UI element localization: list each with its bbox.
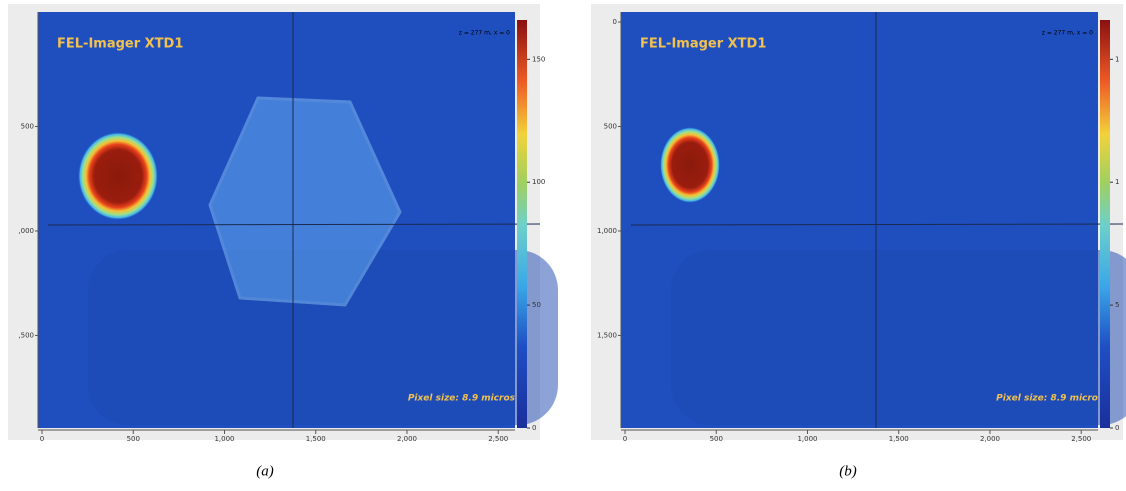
image-title: FEL-Imager XTD1 — [57, 37, 183, 52]
x-tick-label: 2,000 — [980, 435, 1000, 443]
panel-label: (b) — [839, 463, 857, 479]
position-note: z = 277 m, x = 0 — [1042, 30, 1093, 37]
x-tick-label: 2,500 — [488, 435, 508, 443]
y-tick-label: 500 — [21, 122, 34, 130]
y-tick-label: 1,000 — [597, 227, 617, 235]
x-tick-label: 0 — [623, 435, 627, 443]
position-note: z = 277 m, x = 0 — [459, 30, 510, 37]
panel-label: (a) — [256, 463, 274, 479]
colorbar-tick-label: 1 — [1115, 178, 1119, 186]
x-tick-label: 2,000 — [397, 435, 417, 443]
colorbar-tick-label: 50 — [532, 301, 541, 309]
y-tick-label: 500 — [604, 122, 617, 130]
x-tick-label: 1,000 — [797, 435, 817, 443]
x-tick-label: 500 — [127, 435, 140, 443]
colorbar-tick-label: 150 — [532, 55, 545, 63]
y-tick-label: 0 — [613, 18, 617, 26]
beam-spot — [660, 127, 720, 203]
y-tick-label: ,000 — [18, 227, 34, 235]
colorbar-tick-label: 0 — [1115, 424, 1119, 432]
pixel-size: Pixel size: 8.9 micros — [408, 394, 516, 404]
x-tick-label: 2,500 — [1071, 435, 1091, 443]
beam-spot — [78, 132, 158, 220]
y-tick-label: ,500 — [18, 331, 34, 339]
x-tick-label: 1,500 — [889, 435, 909, 443]
colorbar — [517, 20, 527, 428]
colorbar — [1100, 20, 1110, 428]
image-title: FEL-Imager XTD1 — [640, 37, 766, 52]
colorbar-tick-label: 1 — [1115, 55, 1119, 63]
y-tick-label: 1,500 — [597, 331, 617, 339]
x-tick-label: 500 — [710, 435, 723, 443]
colorbar-tick-label: 100 — [532, 178, 545, 186]
colorbar-tick-label: 0 — [532, 424, 536, 432]
pixel-size: Pixel size: 8.9 micro — [996, 394, 1098, 404]
figure: FEL-Imager XTD1 z = 277 m, x = 0 Pixel siz… — [0, 0, 1126, 487]
x-tick-label: 1,500 — [306, 435, 326, 443]
x-tick-label: 1,000 — [214, 435, 234, 443]
x-tick-label: 0 — [40, 435, 44, 443]
colorbar-tick-label: 5 — [1115, 301, 1119, 309]
